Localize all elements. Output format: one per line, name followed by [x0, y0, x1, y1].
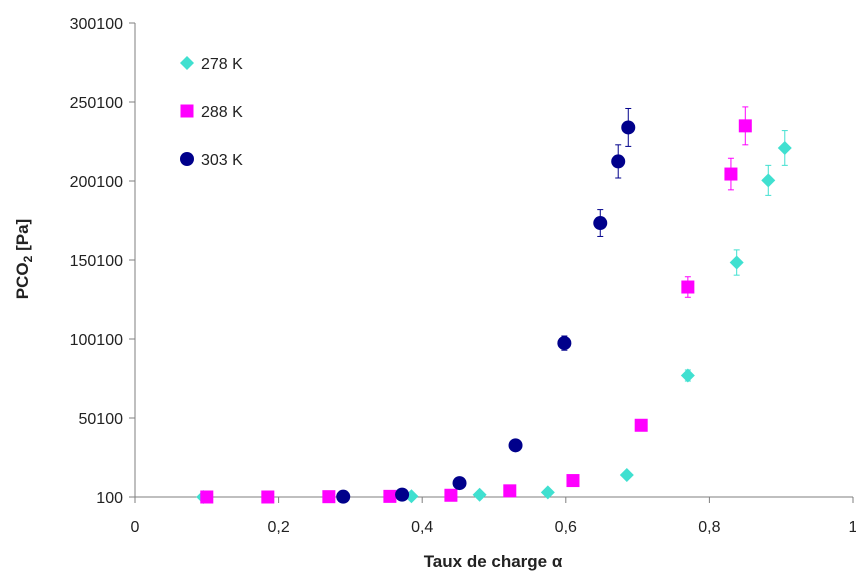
data-point	[777, 140, 792, 155]
y-axis-title-main: PCO	[13, 262, 32, 299]
data-point	[503, 484, 517, 498]
y-tick-label: 300100	[70, 16, 123, 33]
data-point	[724, 167, 738, 181]
y-axis-title-unit: [Pa]	[13, 219, 32, 256]
data-point	[619, 468, 634, 483]
data-point	[761, 173, 776, 188]
legend: 278 K 288 K 303 K	[180, 56, 243, 169]
y-tick-label: 50100	[79, 411, 124, 428]
y-tick-label: 100	[96, 490, 123, 507]
axes	[129, 22, 854, 503]
y-tick-label: 150100	[70, 253, 123, 270]
data-point	[621, 120, 636, 135]
data-point	[200, 490, 214, 504]
series-303-k	[336, 107, 636, 504]
data-point	[557, 336, 572, 351]
data-point	[336, 489, 351, 504]
x-tick-label: 0,8	[698, 519, 720, 536]
legend-marker	[180, 104, 194, 118]
data-point	[566, 474, 580, 488]
legend-marker	[180, 152, 194, 166]
y-tick-label: 100100	[70, 332, 123, 349]
data-point	[322, 490, 336, 504]
data-point	[395, 487, 410, 502]
x-tick-label: 0,4	[411, 519, 433, 536]
legend-label: 278 K	[201, 56, 243, 73]
y-axis-title: PCO2 [Pa]	[13, 219, 35, 299]
legend-label: 288 K	[201, 104, 243, 121]
x-tick-label: 0	[131, 519, 140, 536]
y-tick-label: 250100	[70, 95, 123, 112]
x-tick-label: 0,6	[555, 519, 577, 536]
data-point	[472, 487, 487, 502]
data-point	[261, 490, 275, 504]
x-tick-label: 1	[849, 519, 856, 536]
data-point	[738, 119, 752, 133]
series-278-k	[196, 130, 792, 504]
data-marks	[196, 106, 792, 504]
data-point	[383, 489, 397, 503]
data-point	[680, 368, 695, 383]
y-axis-title-subscript: 2	[21, 255, 35, 262]
x-tick-label: 0,2	[267, 519, 289, 536]
data-point	[634, 418, 648, 432]
data-point	[611, 154, 626, 169]
data-point	[540, 485, 555, 500]
legend-marker	[180, 56, 194, 70]
y-tick-label: 200100	[70, 174, 123, 191]
data-point	[729, 255, 744, 270]
data-point	[508, 438, 523, 453]
data-point	[444, 488, 458, 502]
tick-labels: 0 0,2 0,4 0,6 0,8 1 100 50100 100100 150100 200100…	[70, 16, 856, 536]
series-288-k	[200, 106, 752, 504]
x-axis-title: Taux de charge α	[424, 552, 563, 571]
data-point	[452, 476, 467, 491]
legend-label: 303 K	[201, 152, 243, 169]
data-point	[593, 216, 608, 231]
data-point	[681, 280, 695, 294]
